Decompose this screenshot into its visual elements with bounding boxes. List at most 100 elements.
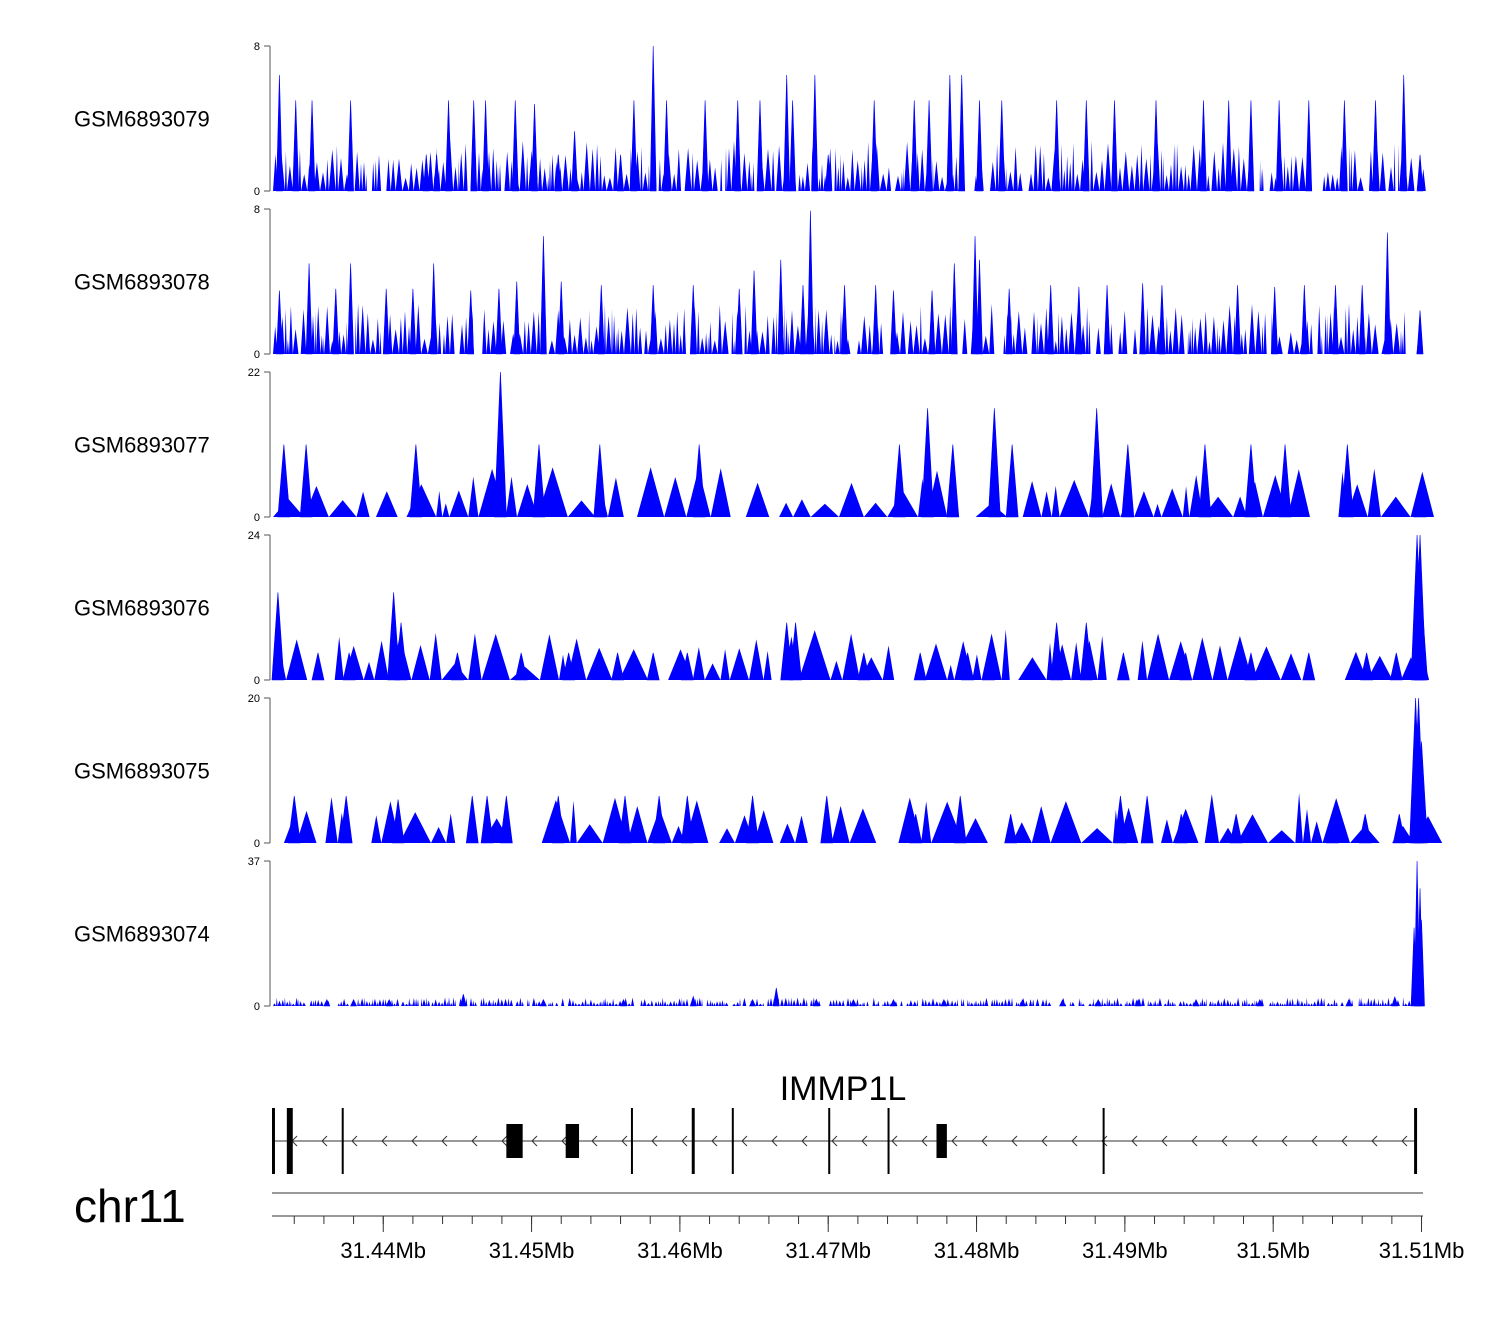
gene-exon xyxy=(1414,1108,1418,1174)
coverage-peak xyxy=(1094,999,1102,1007)
y-tick-label-zero: 0 xyxy=(254,512,260,524)
gene-track: IMMP1L xyxy=(272,1070,1418,1174)
gene-exon xyxy=(565,1124,580,1158)
coverage-peak xyxy=(988,408,1001,518)
y-tick-label-zero: 0 xyxy=(254,1001,260,1013)
coverage-peak xyxy=(1244,444,1258,518)
coverage-peak xyxy=(1326,817,1339,844)
coverage-peak xyxy=(276,74,283,192)
strand-arrow xyxy=(1191,1135,1198,1147)
coverage-peak xyxy=(1103,285,1111,355)
coverage-peak xyxy=(277,444,291,518)
track-gsm6893078: GSM6893078 8 0 xyxy=(74,204,1424,361)
gene-exon xyxy=(691,1108,695,1174)
coverage-peak xyxy=(597,285,605,355)
coverage-peak xyxy=(305,263,313,355)
coverage-peak xyxy=(1019,999,1026,1007)
coverage-profile xyxy=(273,629,1430,680)
genome-tick-label: 31.48Mb xyxy=(934,1238,1020,1263)
coverage-peak xyxy=(1229,813,1243,844)
strand-arrow xyxy=(1371,1135,1378,1147)
coverage-peak xyxy=(756,100,764,192)
coverage-peak xyxy=(1341,100,1348,192)
coverage-peak xyxy=(1134,999,1142,1007)
coverage-peak xyxy=(1384,232,1391,355)
coverage-peak xyxy=(391,799,405,844)
coverage-peak xyxy=(1075,286,1083,355)
coverage-peak xyxy=(692,444,706,518)
track-label: GSM6893075 xyxy=(74,759,210,784)
strand-arrow xyxy=(651,1135,658,1147)
coverage-peak xyxy=(1152,100,1160,192)
strand-arrow xyxy=(441,1135,448,1147)
strand-arrow xyxy=(531,1135,538,1147)
coverage-peak xyxy=(649,45,657,192)
gene-label: IMMP1L xyxy=(780,1070,907,1108)
coverage-peak xyxy=(1139,283,1146,355)
coverage-peak xyxy=(1174,813,1188,844)
coverage-peak xyxy=(617,154,624,192)
genome-axis: 31.44Mb 31.45Mb 31.46Mb 31.47Mb 31.48Mb 31.49… xyxy=(272,1192,1464,1263)
coverage-peak xyxy=(382,288,390,355)
chromosome-label: chr11 xyxy=(74,1180,186,1232)
track-gsm6893077: GSM6893077 22 0 xyxy=(74,367,1434,524)
coverage-peak xyxy=(514,652,528,681)
coverage-peak xyxy=(554,154,562,192)
coverage-peak xyxy=(1090,408,1104,518)
strand-arrow xyxy=(591,1135,598,1147)
coverage-peak xyxy=(1256,999,1264,1007)
coverage-peak xyxy=(500,795,513,844)
coverage-peak xyxy=(1047,285,1055,355)
y-tick-label-max: 24 xyxy=(248,530,260,542)
strand-arrow xyxy=(321,1135,328,1147)
coverage-peak xyxy=(445,100,452,192)
coverage-peak xyxy=(1332,285,1339,355)
coverage-peak xyxy=(1413,483,1427,518)
coverage-peak xyxy=(663,100,670,192)
strand-arrow xyxy=(1251,1135,1258,1147)
strand-arrow xyxy=(351,1135,358,1147)
track-gsm6893074: GSM6893074 37 0 xyxy=(74,856,1425,1013)
track-gsm6893075: GSM6893075 20 0 xyxy=(74,693,1443,850)
coverage-peak xyxy=(571,131,578,192)
coverage-peak xyxy=(551,795,565,844)
coverage-peak xyxy=(467,290,475,355)
coverage-peak xyxy=(976,259,983,355)
coverage-peak xyxy=(1158,285,1166,355)
gene-exon xyxy=(341,1108,344,1174)
coverage-peak xyxy=(531,103,538,192)
strand-arrow xyxy=(1281,1135,1288,1147)
strand-arrow xyxy=(1071,1135,1078,1147)
coverage-peak xyxy=(1305,100,1313,192)
coverage-peak xyxy=(1247,100,1255,192)
coverage-peak xyxy=(287,795,301,844)
coverage-peak xyxy=(1198,444,1212,518)
coverage-peak xyxy=(680,652,694,681)
strand-arrow xyxy=(471,1135,478,1147)
track-label: GSM6893074 xyxy=(74,922,210,947)
coverage-peak xyxy=(1059,999,1067,1007)
coverage-peak xyxy=(807,210,814,355)
coverage-peak xyxy=(620,999,628,1007)
strand-arrow xyxy=(951,1135,958,1147)
coverage-peak xyxy=(1301,285,1308,355)
strand-arrow xyxy=(861,1135,868,1147)
coverage-peak xyxy=(630,100,638,192)
coverage-peak xyxy=(451,652,464,681)
gene-exon xyxy=(1102,1108,1105,1174)
coverage-peak xyxy=(1082,100,1090,192)
coverage-peak xyxy=(385,999,393,1007)
coverage-peak xyxy=(1114,795,1127,844)
coverage-peak xyxy=(540,236,547,355)
coverage-peak xyxy=(308,100,316,192)
coverage-peak xyxy=(532,444,546,518)
gene-exon xyxy=(887,1108,890,1174)
strand-arrow xyxy=(1041,1135,1048,1147)
y-tick-label-max: 8 xyxy=(254,41,260,53)
strand-arrow xyxy=(381,1135,388,1147)
coverage-peak xyxy=(958,74,966,192)
y-tick-label-max: 37 xyxy=(248,856,260,868)
strand-arrow xyxy=(921,1135,928,1147)
coverage-peak xyxy=(1400,74,1408,192)
y-tick-label-zero: 0 xyxy=(254,349,260,361)
